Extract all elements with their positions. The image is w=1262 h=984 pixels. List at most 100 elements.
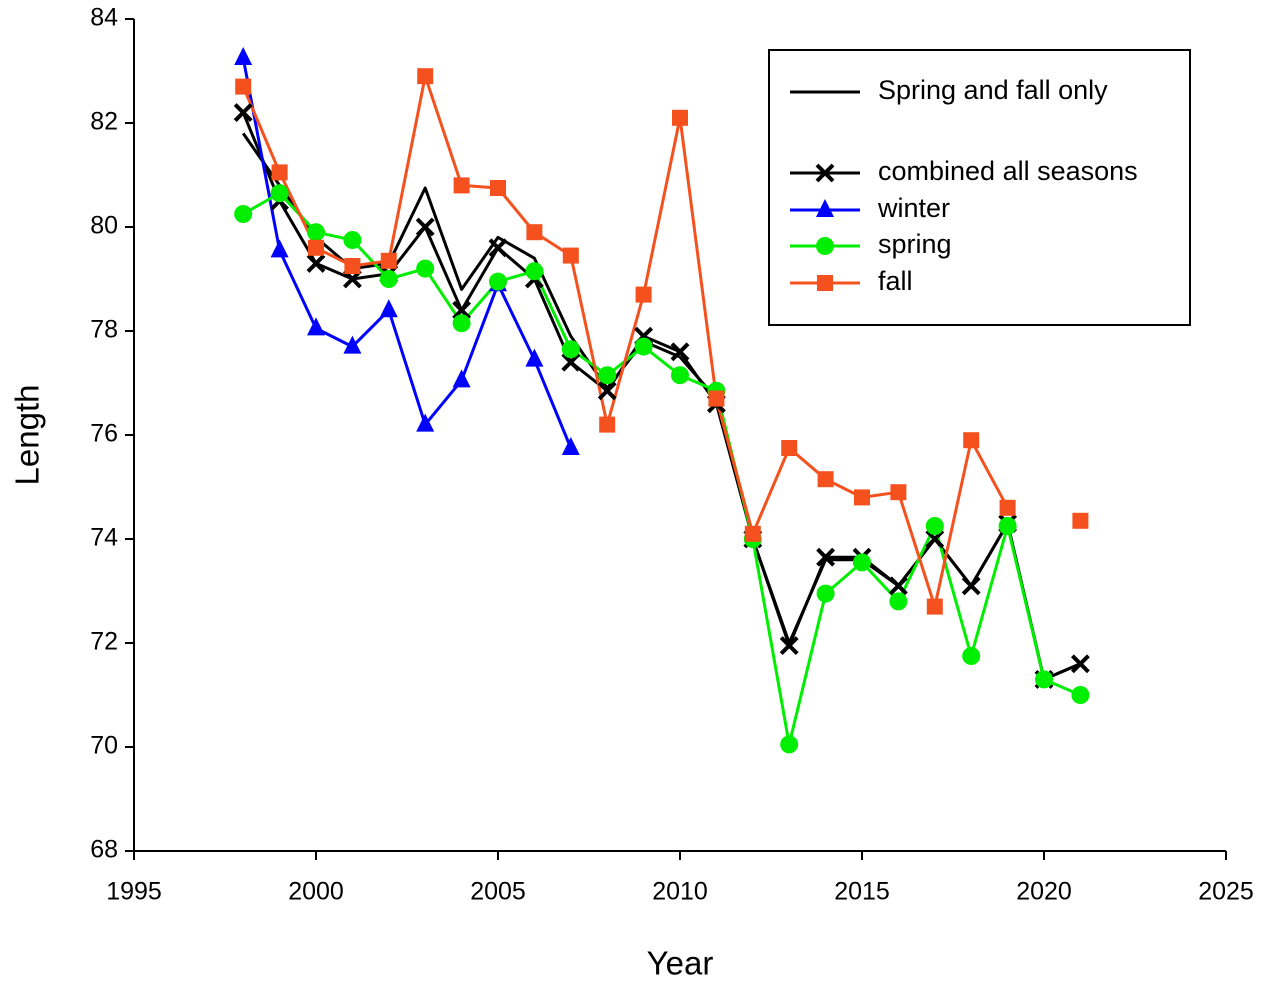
marker-x-stroke bbox=[925, 529, 945, 549]
marker-circle bbox=[379, 270, 398, 288]
legend-label: spring bbox=[878, 229, 952, 259]
y-tick-label: 80 bbox=[90, 212, 118, 240]
marker-square bbox=[344, 258, 361, 274]
y-tick-label: 78 bbox=[90, 316, 118, 344]
marker-triangle bbox=[270, 239, 289, 258]
marker-triangle bbox=[452, 369, 471, 388]
marker-square bbox=[672, 109, 688, 126]
x-tick-label: 2000 bbox=[288, 878, 344, 906]
marker-circle bbox=[816, 237, 834, 255]
x-tick-label: 2010 bbox=[652, 878, 708, 906]
marker-square bbox=[271, 164, 288, 181]
marker-circle bbox=[853, 553, 871, 572]
marker-x bbox=[888, 576, 908, 596]
marker-square bbox=[490, 180, 506, 196]
marker-circle bbox=[343, 231, 362, 249]
legend-box bbox=[768, 49, 1191, 326]
marker-circle bbox=[416, 259, 435, 278]
y-tick-label: 74 bbox=[90, 524, 118, 552]
marker-square bbox=[453, 177, 470, 194]
marker-circle bbox=[671, 366, 689, 385]
marker-square bbox=[708, 390, 725, 407]
marker-triangle bbox=[307, 317, 325, 336]
marker-triangle bbox=[343, 335, 362, 354]
marker-square bbox=[417, 68, 434, 85]
marker-x-stroke bbox=[888, 576, 908, 596]
marker-circle bbox=[962, 647, 981, 665]
marker-x-stroke bbox=[597, 381, 617, 401]
legend-label: Spring and fall only bbox=[878, 75, 1108, 105]
marker-triangle bbox=[561, 437, 580, 455]
marker-x bbox=[233, 103, 253, 123]
marker-circle bbox=[525, 262, 544, 281]
marker-circle bbox=[489, 272, 507, 291]
marker-x bbox=[815, 163, 835, 183]
marker-square bbox=[380, 252, 397, 269]
marker-square bbox=[781, 440, 798, 456]
y-tick-label: 70 bbox=[90, 732, 118, 760]
marker-triangle bbox=[525, 348, 544, 367]
marker-x-stroke bbox=[488, 238, 508, 258]
marker-circle bbox=[270, 184, 289, 203]
marker-x bbox=[452, 300, 472, 320]
marker-square bbox=[926, 598, 943, 615]
marker-square bbox=[599, 416, 616, 433]
marker-circle bbox=[889, 592, 908, 611]
marker-x-stroke bbox=[415, 217, 435, 237]
y-tick-label: 68 bbox=[90, 836, 118, 864]
marker-square bbox=[635, 286, 652, 303]
y-tick-label: 72 bbox=[90, 628, 118, 656]
y-tick-label: 82 bbox=[90, 108, 118, 136]
marker-x bbox=[961, 576, 981, 596]
marker-x bbox=[925, 529, 945, 549]
marker-x-stroke bbox=[1070, 654, 1090, 674]
y-tick-label: 76 bbox=[90, 420, 118, 448]
marker-x-stroke bbox=[561, 352, 581, 372]
marker-square bbox=[562, 247, 579, 264]
marker-square bbox=[744, 525, 761, 542]
series-line bbox=[241, 57, 573, 449]
marker-x bbox=[597, 381, 617, 401]
marker-x-stroke bbox=[961, 576, 981, 596]
marker-circle bbox=[452, 314, 471, 333]
marker-x-stroke bbox=[452, 300, 472, 320]
x-tick-label: 1995 bbox=[106, 878, 162, 906]
x-tick-label: 2015 bbox=[834, 878, 890, 906]
marker-x bbox=[1070, 654, 1090, 674]
marker-x bbox=[561, 352, 581, 372]
x-tick-label: 2020 bbox=[1016, 878, 1072, 906]
marker-square bbox=[817, 275, 833, 291]
marker-circle bbox=[998, 517, 1017, 535]
legend-label: fall bbox=[878, 266, 913, 296]
marker-x-stroke bbox=[233, 103, 253, 123]
marker-circle bbox=[561, 340, 580, 359]
marker-square bbox=[308, 239, 324, 256]
marker-circle bbox=[1071, 686, 1090, 704]
marker-x bbox=[816, 547, 836, 567]
marker-triangle bbox=[416, 413, 435, 432]
y-axis-title: Length bbox=[9, 385, 46, 486]
marker-x bbox=[415, 217, 435, 237]
marker-square bbox=[526, 224, 543, 241]
marker-square bbox=[235, 78, 252, 95]
marker-circle bbox=[816, 584, 835, 603]
marker-triangle bbox=[816, 199, 834, 217]
marker-circle bbox=[1035, 670, 1053, 689]
marker-x-stroke bbox=[670, 342, 690, 362]
marker-triangle bbox=[234, 47, 253, 65]
marker-square bbox=[999, 499, 1016, 516]
marker-x-stroke bbox=[779, 636, 799, 656]
marker-square bbox=[890, 484, 907, 501]
marker-square bbox=[854, 489, 870, 506]
marker-x bbox=[670, 342, 690, 362]
marker-x-stroke bbox=[816, 547, 836, 567]
marker-x-stroke bbox=[306, 253, 326, 273]
marker-x bbox=[779, 636, 799, 656]
x-tick-label: 2025 bbox=[1198, 878, 1254, 906]
marker-square bbox=[1072, 512, 1089, 529]
marker-square bbox=[817, 471, 834, 488]
marker-circle bbox=[925, 517, 944, 535]
x-tick-label: 2005 bbox=[470, 878, 526, 906]
